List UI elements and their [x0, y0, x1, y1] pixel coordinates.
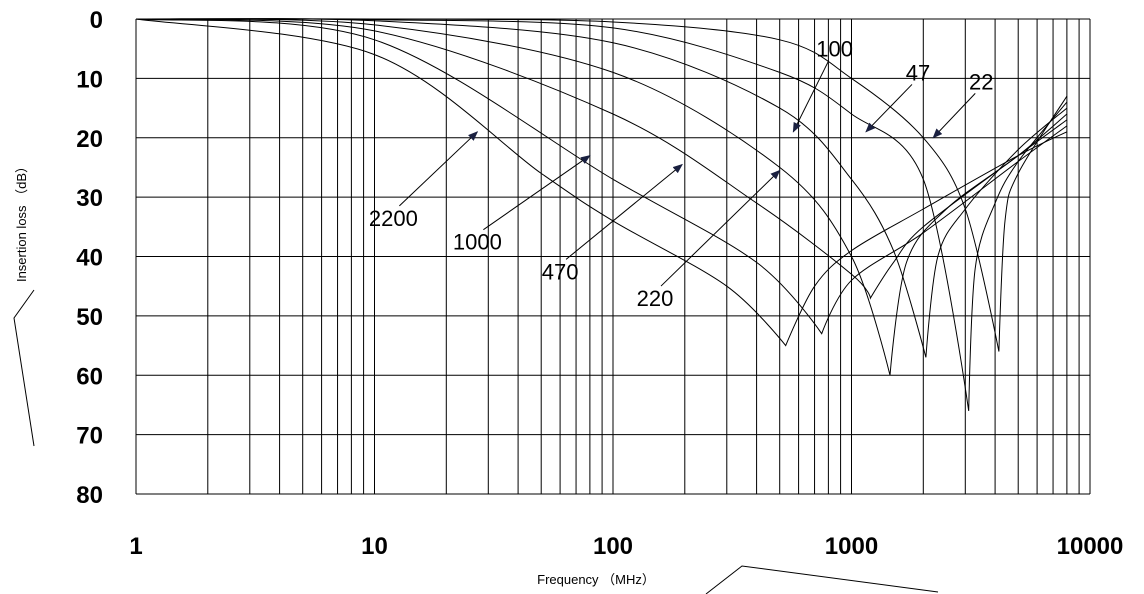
- series-label-arrow-22: [932, 92, 976, 139]
- series-line-2200: [135, 18, 1068, 347]
- series-label-arrow-100: [792, 60, 830, 133]
- x-axis-title: Frequency （MHz）: [537, 572, 655, 587]
- decorative-bracket-left: [13, 289, 35, 447]
- series-line-1000: [135, 18, 1068, 335]
- y-tick-label: 40: [76, 245, 103, 272]
- y-tick-label: 50: [76, 304, 103, 331]
- series-label-470: 470: [542, 259, 579, 284]
- series-label-47: 47: [906, 60, 930, 85]
- x-tick-label: 100: [593, 533, 633, 560]
- series-label-arrow-220: [660, 169, 781, 287]
- decorative-bracket-bottom: [705, 565, 939, 594]
- y-tick-label: 60: [76, 363, 103, 390]
- x-tick-label: 1: [129, 533, 142, 560]
- series-label-arrow-47: [865, 84, 913, 133]
- x-tick-label: 10000: [1057, 533, 1124, 560]
- x-tick-label: 1000: [825, 533, 878, 560]
- y-tick-label: 10: [76, 66, 103, 93]
- grid: [135, 18, 1091, 495]
- x-tick-label: 10: [361, 533, 388, 560]
- series-line-47: [135, 18, 1068, 411]
- series-line-22: [135, 18, 1068, 352]
- tick-labels: 1 10 100 1000 10000 0 10 20 30 40 50 60 70 80: [76, 7, 1123, 560]
- y-tick-label: 80: [76, 482, 103, 509]
- series-label-arrow-1000: [483, 154, 591, 231]
- series-label-2200: 2200: [369, 206, 418, 231]
- y-tick-label: 20: [76, 126, 103, 153]
- series-label-22: 22: [969, 69, 993, 94]
- series-line-470: [135, 18, 1068, 300]
- series-line-220: [135, 18, 1068, 376]
- series-label-100: 100: [816, 37, 853, 62]
- y-tick-label: 0: [90, 7, 103, 34]
- annotations: 2200 1000 470 220 100 47 22: [369, 37, 994, 311]
- series-label-arrow-2200: [399, 131, 479, 207]
- y-axis-title: Insertion loss （dB）: [14, 160, 29, 282]
- y-tick-label: 30: [76, 185, 103, 212]
- series-label-220: 220: [637, 286, 674, 311]
- series-label-1000: 1000: [453, 230, 502, 255]
- y-tick-label: 70: [76, 423, 103, 450]
- curves: [135, 18, 1068, 411]
- series-label-arrow-470: [565, 163, 683, 260]
